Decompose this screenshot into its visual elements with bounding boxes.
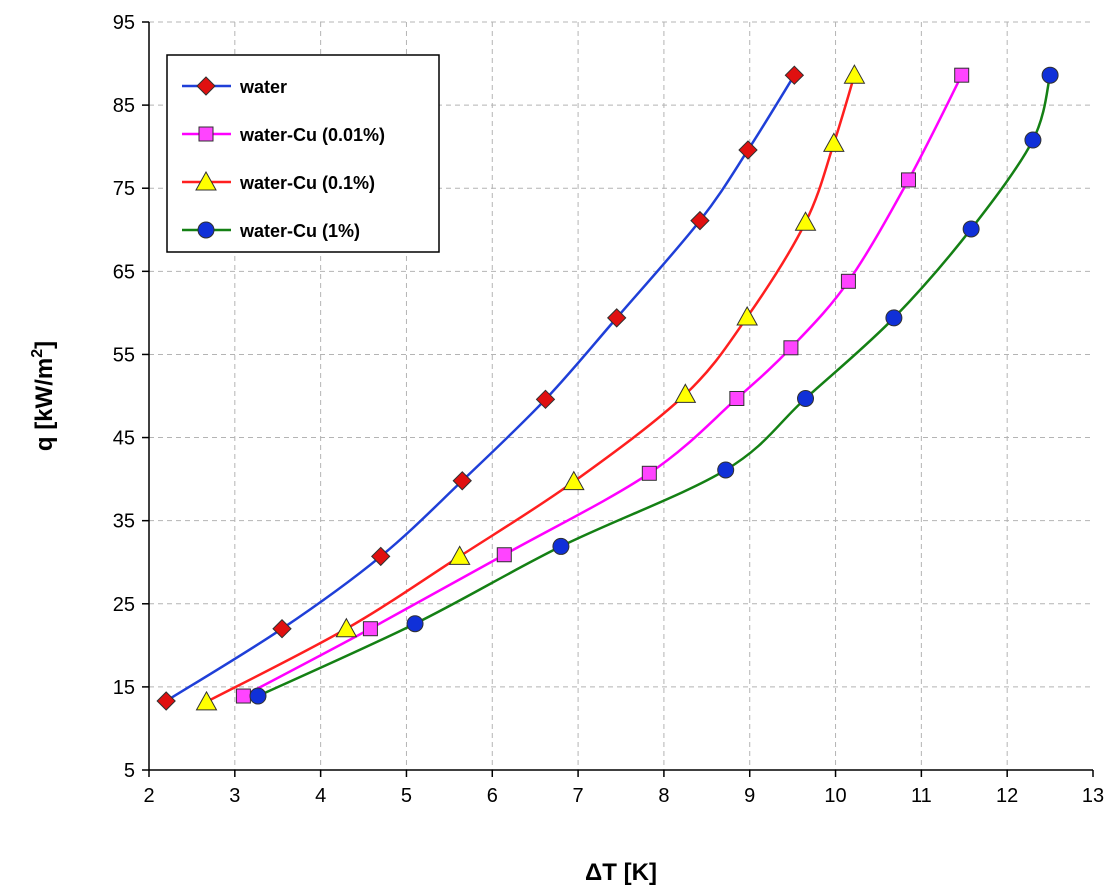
legend-item: water-Cu (0.01%) bbox=[182, 125, 385, 145]
legend-label: water-Cu (0.1%) bbox=[239, 173, 375, 193]
data-point-square bbox=[783, 340, 799, 356]
data-point-diamond bbox=[452, 471, 472, 491]
data-point-circle bbox=[249, 687, 267, 705]
legend-box bbox=[166, 54, 440, 253]
y-tick-label: 95 bbox=[113, 12, 135, 34]
x-tick-label: 9 bbox=[744, 785, 755, 807]
legend-marker-circle bbox=[197, 221, 215, 239]
y-axis-title-end: ] bbox=[31, 341, 58, 349]
data-point-circle bbox=[717, 461, 735, 479]
data-point-diamond bbox=[690, 210, 710, 231]
data-point-diamond bbox=[607, 308, 627, 328]
series-0 bbox=[156, 65, 805, 711]
y-tick-label: 85 bbox=[113, 95, 135, 117]
x-tick-label: 11 bbox=[911, 785, 932, 807]
data-point-circle bbox=[962, 220, 980, 238]
x-tick-label: 2 bbox=[143, 785, 154, 807]
data-point-triangle bbox=[674, 383, 697, 403]
series-line bbox=[242, 74, 963, 698]
legend-marker-diamond bbox=[196, 76, 216, 96]
data-point-square bbox=[641, 465, 657, 481]
data-point-diamond bbox=[272, 619, 292, 639]
legend-label: water-Cu (1%) bbox=[239, 221, 360, 241]
data-point-triangle bbox=[794, 211, 817, 231]
legend-item: water-Cu (0.1%) bbox=[182, 170, 375, 193]
series-1 bbox=[235, 67, 970, 704]
y-tick-label: 75 bbox=[113, 178, 135, 200]
data-point-diamond bbox=[371, 546, 391, 567]
data-point-circle bbox=[406, 615, 424, 633]
data-point-square bbox=[496, 547, 512, 563]
x-tick-label: 6 bbox=[487, 785, 498, 807]
data-point-triangle bbox=[822, 132, 845, 152]
series-layer bbox=[156, 64, 1059, 711]
x-tick-label: 13 bbox=[1082, 785, 1104, 807]
y-tick-label: 15 bbox=[113, 677, 135, 699]
series-line bbox=[257, 74, 1052, 698]
x-tick-label: 3 bbox=[229, 785, 240, 807]
data-point-triangle bbox=[335, 617, 358, 638]
legend-marker-triangle bbox=[195, 170, 217, 191]
legend: water water-Cu (0.01%) water-Cu (0.1%) wate… bbox=[166, 54, 440, 253]
data-point-circle bbox=[1041, 66, 1059, 84]
data-point-triangle bbox=[736, 306, 759, 326]
y-tick-label: 25 bbox=[113, 594, 135, 616]
data-point-circle bbox=[552, 537, 570, 555]
x-tick-label: 7 bbox=[573, 785, 584, 807]
x-tick-label: 8 bbox=[658, 785, 669, 807]
series-3 bbox=[249, 66, 1059, 705]
data-point-triangle bbox=[562, 470, 585, 491]
legend-label: water bbox=[239, 77, 287, 97]
data-point-square bbox=[900, 172, 916, 188]
y-tick-label: 45 bbox=[113, 428, 135, 450]
y-axis-title-main: q [kW/m bbox=[31, 358, 58, 451]
legend-item: water-Cu (1%) bbox=[182, 221, 360, 241]
data-point-square bbox=[362, 621, 378, 637]
y-axis-title: q [kW/m2] bbox=[29, 341, 58, 451]
y-tick-label: 35 bbox=[113, 511, 135, 533]
data-point-circle bbox=[1024, 131, 1042, 149]
series-line bbox=[205, 74, 856, 703]
data-point-diamond bbox=[156, 691, 176, 711]
x-tick-label: 10 bbox=[824, 785, 846, 807]
y-tick-label: 55 bbox=[113, 344, 135, 366]
data-point-square bbox=[840, 273, 856, 289]
data-point-diamond bbox=[784, 65, 805, 85]
series-2 bbox=[195, 64, 866, 711]
x-axis-title: ΔT [K] bbox=[585, 859, 657, 886]
data-point-triangle bbox=[843, 64, 866, 84]
data-point-square bbox=[235, 688, 251, 704]
data-point-triangle bbox=[195, 690, 218, 711]
data-point-diamond bbox=[738, 140, 758, 160]
legend-item: water bbox=[182, 76, 287, 97]
legend-marker-square bbox=[198, 126, 214, 142]
y-tick-label: 65 bbox=[113, 261, 135, 283]
grid bbox=[149, 21, 1093, 770]
data-point-square bbox=[954, 67, 970, 83]
data-point-circle bbox=[797, 389, 815, 407]
y-tick-label: 5 bbox=[124, 760, 135, 782]
x-tick-label: 4 bbox=[315, 785, 326, 807]
data-point-circle bbox=[885, 309, 903, 327]
y-axis-title-sup: 2 bbox=[29, 349, 46, 358]
legend-label: water-Cu (0.01%) bbox=[239, 125, 385, 145]
data-point-triangle bbox=[448, 545, 471, 565]
data-point-diamond bbox=[535, 389, 556, 410]
data-point-square bbox=[729, 390, 745, 406]
x-tick-label: 5 bbox=[401, 785, 412, 807]
x-tick-label: 12 bbox=[996, 785, 1018, 807]
